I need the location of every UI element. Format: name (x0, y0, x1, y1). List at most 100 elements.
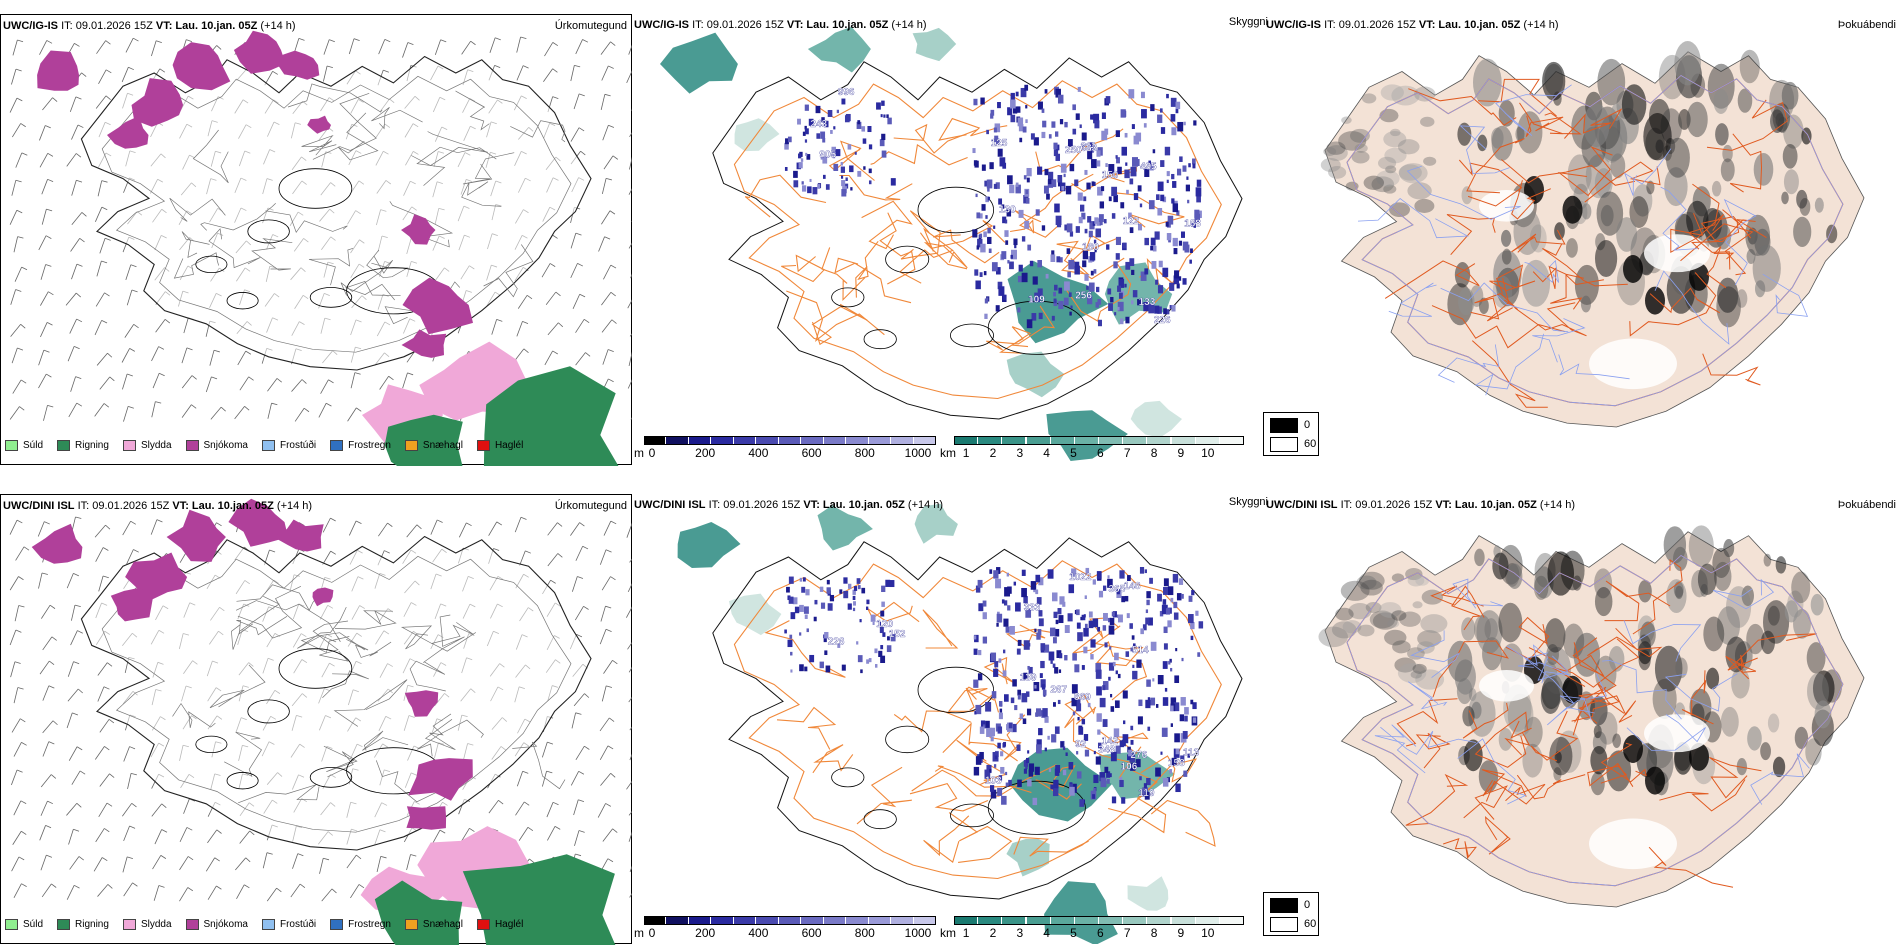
wind-barb (152, 855, 167, 870)
low-visibility-cell (1173, 275, 1180, 285)
wind-barb (519, 550, 531, 566)
road-line (1431, 305, 1566, 349)
low-visibility-cell (868, 658, 872, 663)
low-visibility-cell (1057, 699, 1061, 705)
cloud-area (1127, 876, 1169, 911)
wind-barb (629, 130, 633, 138)
wind-barb (546, 801, 559, 818)
wind-barb (346, 854, 362, 869)
road-line (1629, 272, 1717, 337)
low-visibility-cell (1067, 139, 1073, 147)
low-visibility-cell (1165, 608, 1170, 615)
low-visibility-cell (868, 180, 872, 185)
low-visibility-cell (977, 673, 983, 681)
wind-barb (40, 774, 57, 788)
legend-label: Slydda (140, 440, 172, 451)
wind-barb (95, 206, 108, 222)
low-visibility-cell (1176, 210, 1180, 216)
low-visibility-cell (1118, 278, 1125, 288)
wind-barb (10, 323, 26, 337)
low-visibility-cell (1148, 303, 1155, 314)
legend-label: Frostúði (279, 440, 317, 451)
low-visibility-cell (1140, 91, 1145, 99)
low-visibility-cell (996, 613, 1003, 623)
low-visibility-cell (1074, 261, 1080, 270)
precip-legend: Súld Rigning Slydda Snjókoma Frostúði Frostre… (5, 919, 537, 930)
low-visibility-cell (1109, 773, 1112, 778)
colorbar-tick: 3 (1016, 446, 1024, 460)
fog-index-cell (1784, 600, 1799, 623)
road-line (893, 710, 972, 733)
fog-index-cell (1498, 727, 1513, 751)
wind-barb (43, 404, 54, 421)
fog-index-cell (1720, 158, 1735, 182)
road-line (323, 745, 358, 778)
road-line (1514, 302, 1587, 337)
low-visibility-cell (1095, 663, 1102, 673)
low-visibility-cell (1090, 114, 1094, 120)
low-visibility-cell (1071, 697, 1077, 707)
low-visibility-cell (1150, 697, 1156, 706)
low-visibility-cell (868, 168, 872, 174)
low-visibility-cell (817, 184, 821, 189)
low-visibility-cell (1182, 241, 1189, 251)
cloud-area (807, 26, 871, 73)
colorbar-unit: m (634, 926, 644, 940)
road-line (1725, 654, 1757, 680)
road-line (911, 764, 1057, 797)
fog-index-cell (1478, 297, 1489, 315)
fog-index-cell (1782, 143, 1798, 169)
low-visibility-cell (1053, 142, 1058, 150)
fog-index-cell (1398, 163, 1428, 184)
low-visibility-cell (975, 193, 978, 198)
fog-index-cell (1348, 602, 1372, 620)
low-visibility-cell (994, 123, 1001, 133)
low-visibility-cell (1033, 137, 1039, 146)
cloud-area (677, 522, 741, 568)
road-line (1458, 159, 1523, 207)
wind-barb (602, 349, 614, 365)
colorbar-segment (1171, 916, 1196, 925)
low-visibility-cell (989, 162, 994, 170)
low-visibility-cell (1072, 653, 1077, 661)
fog-index-cell (1713, 88, 1729, 115)
low-visibility-cell (1092, 579, 1096, 585)
fog-index-cell (1703, 616, 1725, 652)
low-visibility-cell (1095, 302, 1100, 308)
wind-barb (628, 240, 633, 249)
low-visibility-cell (1095, 756, 1101, 765)
wind-barb (319, 857, 330, 874)
low-visibility-cell (1136, 659, 1142, 668)
low-visibility-cell (1187, 199, 1190, 204)
low-visibility-cell (1099, 201, 1105, 209)
road-line (1474, 333, 1544, 396)
snow-area (172, 42, 231, 91)
low-visibility-cell (1038, 312, 1043, 320)
wind-barb (11, 718, 26, 733)
road-line (1648, 846, 1734, 888)
low-visibility-cell (1093, 750, 1096, 755)
low-visibility-cell (1139, 203, 1143, 208)
colorbar-tick: 9 (1177, 446, 1185, 460)
low-visibility-cell (1178, 240, 1183, 246)
snow-area (402, 277, 473, 335)
low-visibility-cell (1106, 244, 1110, 250)
road-line (1485, 780, 1546, 805)
colorbar-tick: 4 (1043, 446, 1050, 460)
low-visibility-cell (840, 162, 843, 166)
fog-index-cell (1783, 169, 1799, 195)
low-visibility-cell (1091, 181, 1095, 186)
low-visibility-cell (886, 645, 892, 653)
fog-index-cell (1412, 663, 1427, 674)
wind-barb (237, 350, 252, 366)
snow-area (406, 806, 447, 830)
low-visibility-cell (1017, 117, 1024, 127)
low-visibility-cell (815, 105, 821, 114)
low-visibility-cell (1167, 215, 1174, 225)
wind-barb (570, 770, 585, 786)
fog-index-cell (1807, 672, 1830, 710)
fog-index-cell (1760, 742, 1771, 761)
low-visibility-cell (1068, 761, 1074, 770)
colorbar-tick: 0 (648, 446, 656, 460)
low-visibility-cell (1131, 635, 1135, 640)
